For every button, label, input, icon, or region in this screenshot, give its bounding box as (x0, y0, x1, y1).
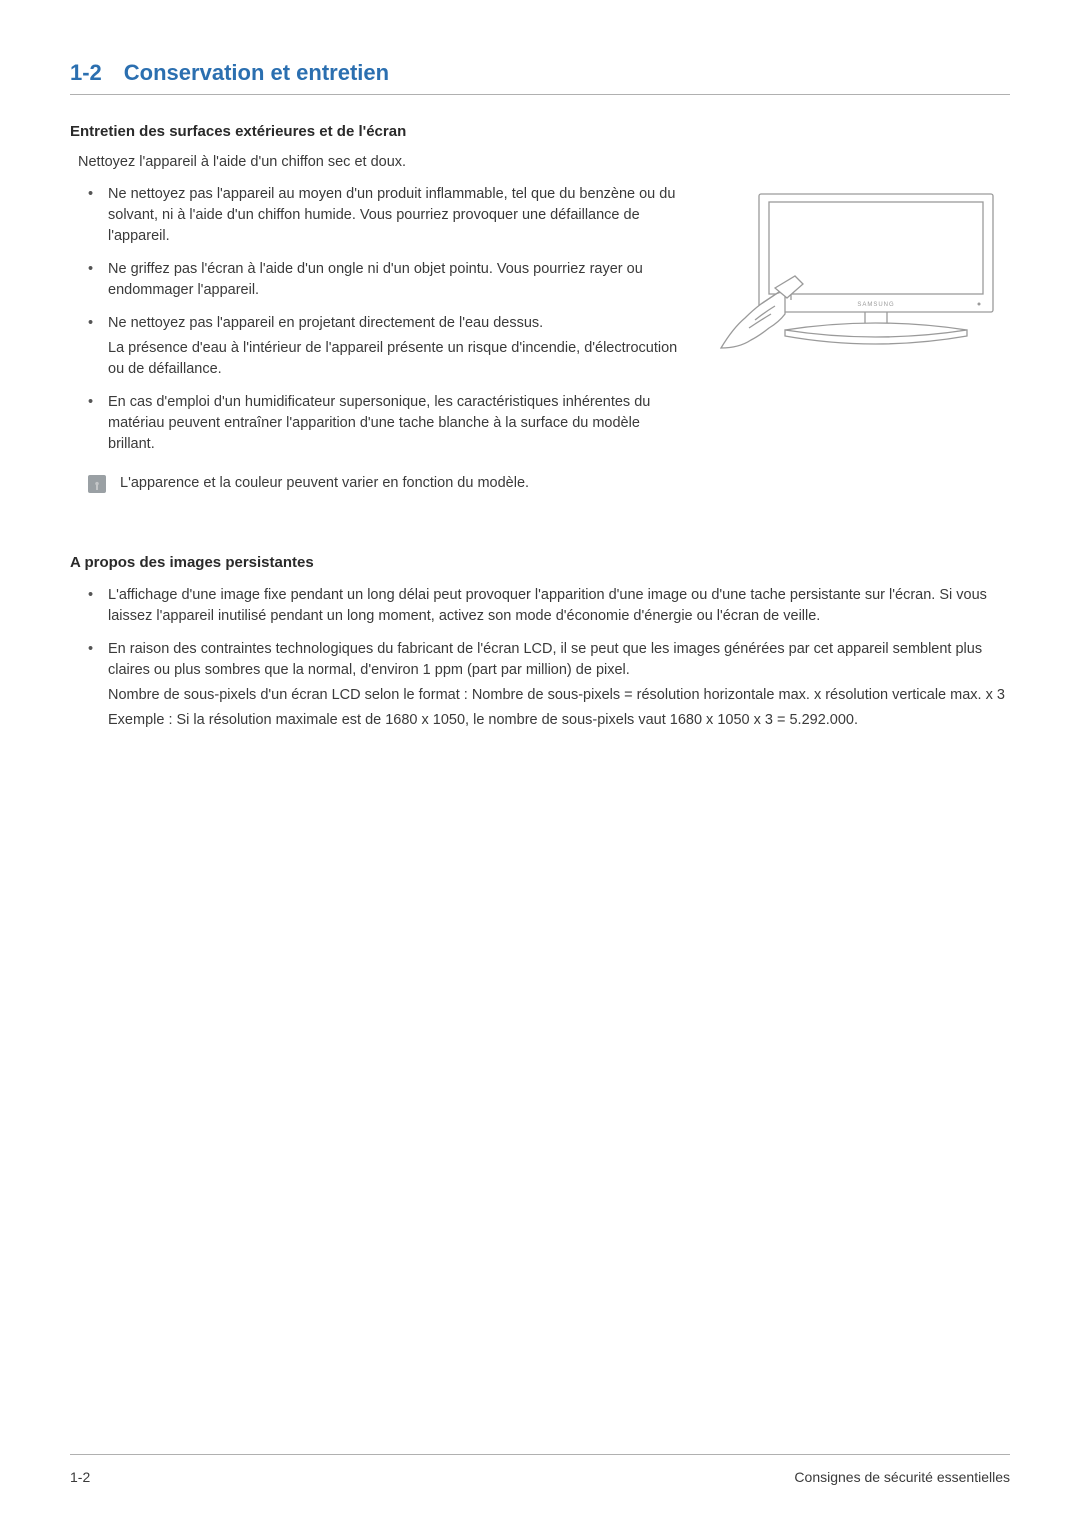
monitor-cleaning-icon: SAMSUNG (715, 188, 1005, 358)
note-icon (88, 475, 106, 493)
list-item: En cas d'emploi d'un humidificateur supe… (88, 392, 685, 455)
footer-left: 1-2 (70, 1469, 90, 1485)
section-heading: 1-2 Conservation et entretien (70, 60, 1010, 95)
section-title: Conservation et entretien (124, 60, 389, 86)
list-item: Ne nettoyez pas l'appareil au moyen d'un… (88, 184, 685, 247)
bullet-list: L'affichage d'une image fixe pendant un … (70, 585, 1010, 731)
list-item: En raison des contraintes technologiques… (88, 639, 1010, 731)
list-item-text: Ne nettoyez pas l'appareil en projetant … (108, 315, 543, 331)
list-item: Ne griffez pas l'écran à l'aide d'un ong… (88, 259, 685, 301)
list-item: L'affichage d'une image fixe pendant un … (88, 585, 1010, 627)
section-number: 1-2 (70, 60, 102, 86)
list-item-subtext: Exemple : Si la résolution maximale est … (108, 710, 1010, 731)
illustration: SAMSUNG (715, 184, 1010, 358)
page-footer: 1-2 Consignes de sécurité essentielles (70, 1454, 1010, 1485)
list-item-text: En cas d'emploi d'un humidificateur supe… (108, 394, 650, 452)
list-item-subtext: Nombre de sous-pixels d'un écran LCD sel… (108, 685, 1010, 706)
svg-text:SAMSUNG: SAMSUNG (857, 302, 894, 308)
intro-text: Nettoyez l'appareil à l'aide d'un chiffo… (78, 154, 1010, 170)
note-text: L'apparence et la couleur peuvent varier… (120, 473, 529, 494)
list-item: Ne nettoyez pas l'appareil en projetant … (88, 313, 685, 380)
footer-right: Consignes de sécurité essentielles (794, 1469, 1010, 1485)
bullet-list: Ne nettoyez pas l'appareil au moyen d'un… (70, 184, 685, 455)
list-item-text: Ne griffez pas l'écran à l'aide d'un ong… (108, 261, 643, 298)
list-item-text: Ne nettoyez pas l'appareil au moyen d'un… (108, 186, 675, 244)
list-item-text: En raison des contraintes technologiques… (108, 641, 982, 678)
subsection-title: A propos des images persistantes (70, 554, 1010, 571)
list-item-text: L'affichage d'une image fixe pendant un … (108, 587, 987, 624)
note: L'apparence et la couleur peuvent varier… (70, 473, 685, 494)
list-item-subtext: La présence d'eau à l'intérieur de l'app… (108, 338, 685, 380)
subsection-title: Entretien des surfaces extérieures et de… (70, 123, 1010, 140)
